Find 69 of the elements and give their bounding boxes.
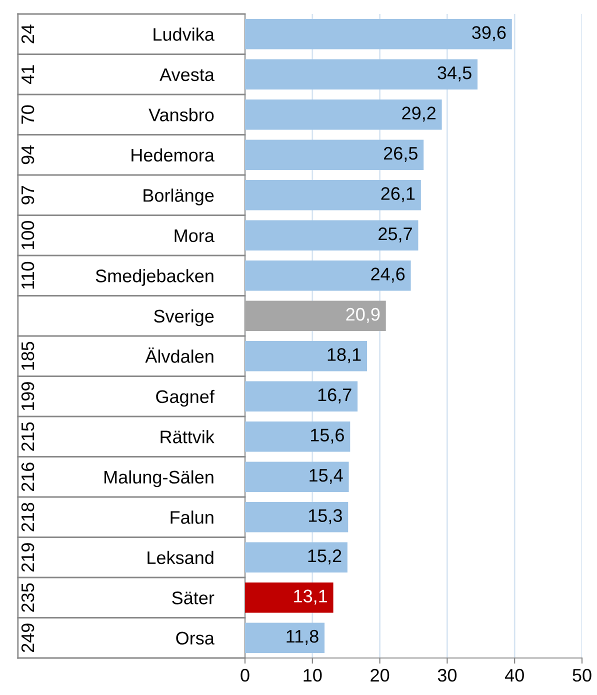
text: 235 bbox=[21, 583, 34, 612]
y-tick-label: Malung-Sälen bbox=[104, 470, 214, 488]
x-tick-label: 10 bbox=[304, 668, 322, 682]
text: 249 bbox=[21, 624, 34, 652]
data-label: 18,1 bbox=[328, 348, 361, 364]
x-tick-label: 20 bbox=[370, 668, 390, 682]
data-label: 15,3 bbox=[308, 509, 342, 524]
data-label: 26,5 bbox=[384, 146, 418, 162]
y-tick-label: Avesta bbox=[160, 68, 214, 82]
y-tick-label: Sverige bbox=[154, 309, 214, 326]
y-tick-label: Ludvika bbox=[154, 28, 214, 41]
bar bbox=[245, 100, 442, 130]
data-label: 13,1 bbox=[294, 590, 328, 605]
bar bbox=[245, 300, 386, 331]
y-tick-label: Hedemora bbox=[132, 148, 214, 162]
bar bbox=[245, 422, 350, 452]
text: 41 bbox=[22, 65, 34, 84]
data-label: 11,8 bbox=[286, 630, 318, 645]
data-label: 20,9 bbox=[346, 308, 380, 323]
bar bbox=[245, 502, 348, 532]
text: 24 bbox=[21, 24, 34, 44]
data-label: 15,4 bbox=[310, 469, 343, 484]
bar bbox=[245, 341, 367, 372]
text: 110 bbox=[21, 262, 34, 289]
x-tick-label: 0 bbox=[240, 668, 250, 682]
y-tick-label: Säter bbox=[172, 592, 214, 604]
text: 100 bbox=[21, 221, 34, 250]
text: 97 bbox=[21, 186, 34, 204]
bar bbox=[245, 381, 358, 412]
data-label: 24,6 bbox=[371, 268, 405, 283]
text: 199 bbox=[21, 382, 34, 410]
y-tick-label: Rättvik bbox=[160, 430, 214, 444]
text: 185 bbox=[21, 342, 34, 370]
y-tick-label: Älvdalen bbox=[145, 348, 214, 363]
bar bbox=[245, 542, 348, 572]
y-tick-label: Smedjebacken bbox=[96, 269, 214, 286]
bar bbox=[245, 622, 325, 653]
y-tick-label: Gagnef bbox=[156, 390, 214, 407]
bar bbox=[245, 582, 334, 613]
text: 219 bbox=[21, 543, 34, 572]
x-tick-label: 30 bbox=[438, 668, 457, 682]
text: 70 bbox=[21, 105, 34, 124]
data-label: 15,2 bbox=[308, 549, 342, 564]
text: 218 bbox=[21, 502, 34, 532]
data-label: 26,1 bbox=[381, 187, 415, 202]
bar bbox=[245, 220, 418, 250]
text: 216 bbox=[21, 462, 34, 492]
text: 215 bbox=[21, 422, 34, 451]
bar bbox=[245, 140, 424, 170]
bar bbox=[245, 180, 421, 210]
text: 94 bbox=[21, 145, 34, 164]
bar bbox=[245, 59, 478, 90]
y-tick-label: Falun bbox=[170, 510, 214, 524]
bar bbox=[245, 19, 512, 50]
data-label: 29,2 bbox=[402, 106, 436, 122]
bar bbox=[245, 260, 411, 291]
data-label: 34,5 bbox=[438, 66, 472, 82]
y-tick-label: Leksand bbox=[148, 550, 214, 564]
y-tick-label: Mora bbox=[174, 229, 214, 242]
y-tick-label: Orsa bbox=[176, 632, 214, 645]
bar bbox=[245, 462, 349, 492]
data-label: 25,7 bbox=[378, 227, 412, 242]
x-tick-label: 40 bbox=[504, 668, 524, 682]
x-tick-label: 50 bbox=[572, 668, 592, 682]
y-tick-label: Vansbro bbox=[148, 108, 214, 122]
y-tick-label: Borlänge bbox=[144, 188, 214, 206]
data-label: 15,6 bbox=[310, 428, 344, 444]
data-label: 16,7 bbox=[318, 388, 352, 404]
data-label: 39,6 bbox=[472, 26, 506, 42]
